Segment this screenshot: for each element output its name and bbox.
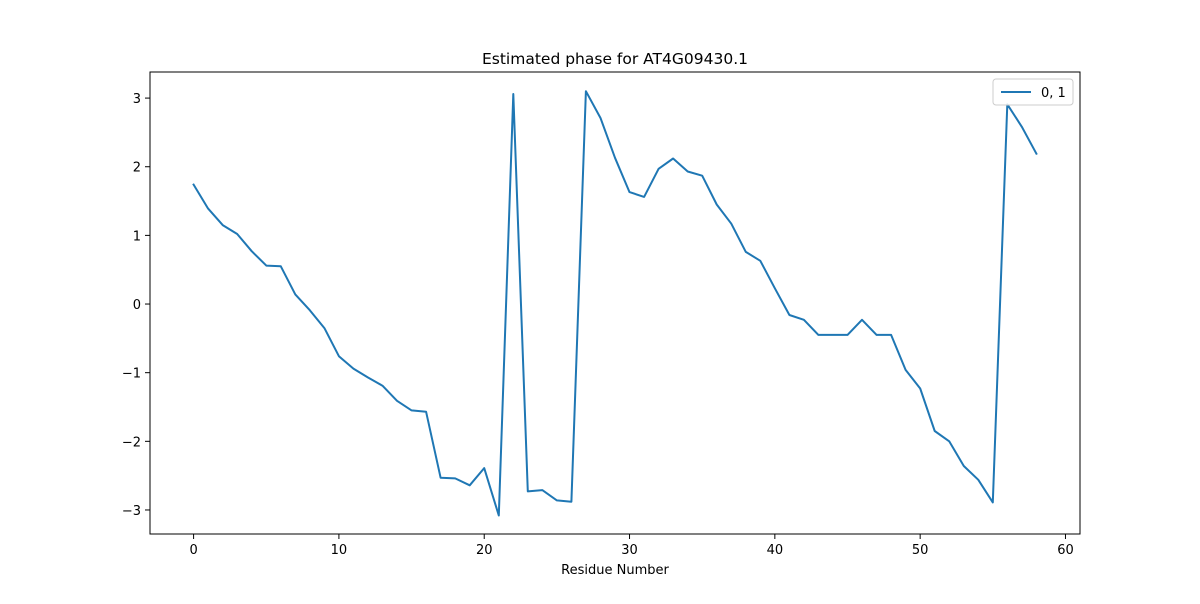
x-axis-label: Residue Number [561,563,669,578]
x-tick-label: 40 [767,543,784,558]
legend-series-label: 0, 1 [1041,86,1066,101]
y-tick-label: 1 [133,229,141,244]
y-tick-label: 2 [133,161,141,176]
legend: 0, 1 [992,78,1074,106]
x-tick-label: 10 [331,543,348,558]
y-tick-label: −1 [122,367,141,382]
y-tick-label: 0 [133,298,141,313]
plot-frame [149,71,1081,535]
plot-area [149,71,1081,535]
y-tick-label: 3 [133,92,141,107]
series-line-0 [192,90,1038,517]
y-axis: −3 −2 −1 0 1 2 3 [122,92,150,519]
x-tick-label: 20 [476,543,493,558]
x-axis: 0 10 20 30 40 50 60 [189,534,1074,558]
x-tick-label: 60 [1057,543,1074,558]
y-tick-label: −2 [122,435,141,450]
series-layer [192,90,1038,517]
y-tick-label: −3 [122,504,141,519]
chart-title: Estimated phase for AT4G09430.1 [482,50,748,68]
x-tick-label: 0 [189,543,197,558]
x-tick-label: 50 [912,543,929,558]
legend-box [992,78,1074,106]
x-tick-label: 30 [621,543,638,558]
